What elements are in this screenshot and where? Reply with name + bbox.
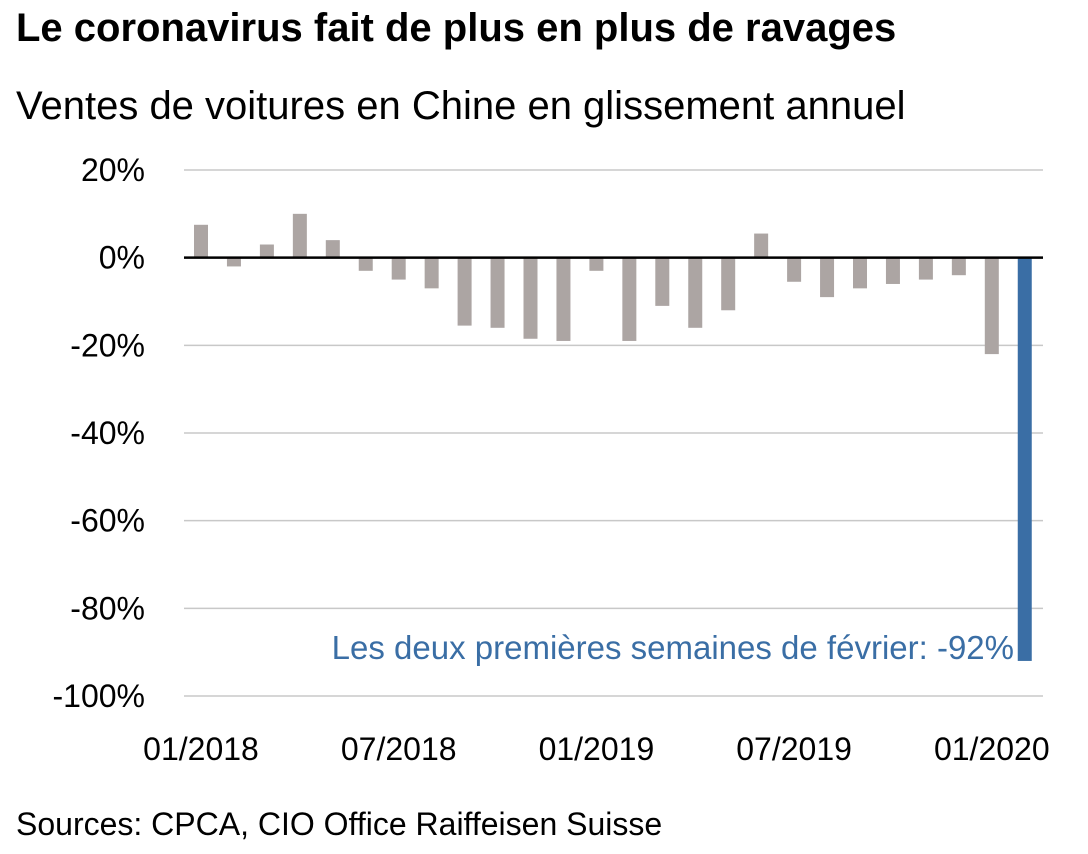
bar: [951, 257, 966, 276]
highlight-bar: [1017, 257, 1032, 661]
y-tick-label: -40%: [70, 415, 145, 451]
bar: [325, 240, 340, 258]
annotation-label: Les deux premières semaines de février: …: [332, 629, 1014, 666]
bar: [853, 257, 867, 289]
y-tick-label: -80%: [70, 590, 145, 626]
bar: [589, 257, 604, 271]
bar: [259, 244, 274, 258]
bar: [787, 257, 802, 282]
x-tick-label: 07/2019: [736, 731, 852, 767]
bar: [523, 257, 538, 339]
bar: [556, 257, 571, 341]
y-tick-label: 20%: [81, 152, 145, 188]
bar: [194, 224, 208, 258]
bar: [226, 257, 241, 267]
bar: [622, 257, 637, 341]
x-tick-label: 01/2018: [143, 731, 259, 767]
bar: [918, 257, 933, 280]
bar: [292, 213, 307, 258]
bar: [754, 233, 769, 258]
y-tick-label: -60%: [70, 503, 145, 539]
bar: [457, 257, 472, 326]
bar: [721, 257, 736, 311]
x-tick-label: 07/2018: [341, 731, 457, 767]
y-tick-label: -20%: [70, 327, 145, 363]
bar: [490, 257, 505, 328]
bar: [984, 257, 999, 355]
bar: [688, 257, 703, 328]
bar: [885, 257, 900, 284]
bar: [358, 257, 373, 271]
chart-title: Le coronavirus fait de plus en plus de r…: [16, 6, 897, 50]
x-tick-label: 01/2019: [539, 731, 655, 767]
y-tick-label: 0%: [99, 240, 145, 276]
bar: [391, 257, 406, 280]
y-tick-label: -100%: [53, 678, 146, 714]
bar: [655, 257, 670, 306]
x-tick-label: 01/2020: [934, 731, 1050, 767]
chart-subtitle: Ventes de voitures en Chine en glissemen…: [16, 84, 906, 128]
bar: [424, 257, 439, 289]
source-note: Sources: CPCA, CIO Office Raiffeisen Sui…: [16, 806, 663, 842]
bar: [820, 257, 835, 298]
